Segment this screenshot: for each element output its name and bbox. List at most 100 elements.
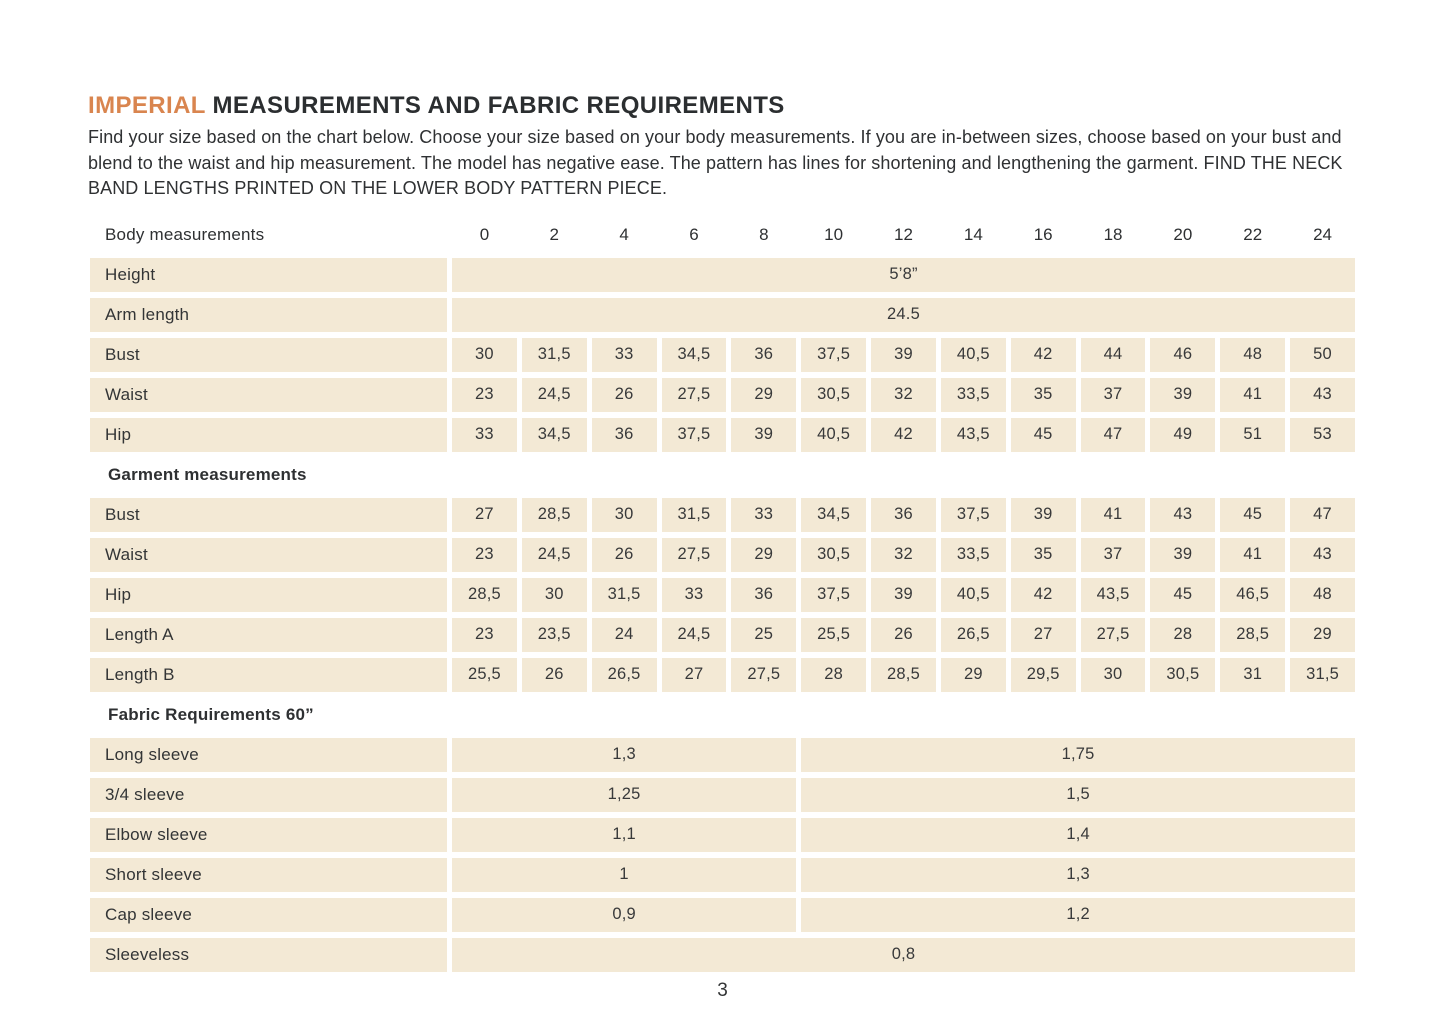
- value-cell: 26,5: [591, 657, 657, 692]
- size-column-header: 20: [1173, 224, 1193, 244]
- value-cell: 27,5: [1080, 617, 1146, 652]
- table-row: Long sleeve 1,3 1,75: [90, 737, 1355, 772]
- value-cell: 41: [1220, 377, 1286, 412]
- size-column-header: 6: [689, 224, 699, 244]
- value-cell: 28,5: [871, 657, 936, 692]
- value-cell: 32: [871, 537, 936, 572]
- size-column-header: 16: [1033, 224, 1053, 244]
- row-label: Hip: [90, 417, 447, 452]
- size-column-header: 0: [479, 224, 490, 244]
- value-cell: 46,5: [1220, 577, 1286, 612]
- value-cell-right-span: 1,75: [801, 737, 1355, 772]
- row-label: Height: [90, 257, 447, 292]
- row-label: Bust: [90, 337, 447, 372]
- value-cell: 27,5: [731, 657, 797, 692]
- value-cell: 43,5: [940, 417, 1006, 452]
- row-label: Hip: [90, 577, 447, 612]
- row-label: Cap sleeve: [90, 897, 447, 932]
- value-cell: 30,5: [801, 537, 867, 572]
- fabric-section-label: Fabric Requirements 60”: [108, 704, 314, 724]
- value-cell: 48: [1220, 337, 1286, 372]
- value-cell: 26,5: [940, 617, 1006, 652]
- value-cell: 29,5: [1010, 657, 1076, 692]
- value-cell-left-span: 1,25: [452, 777, 797, 812]
- value-cell: 40,5: [940, 337, 1006, 372]
- value-cell: 46: [1150, 337, 1216, 372]
- row-label: Length B: [90, 657, 447, 692]
- row-label: Arm length: [90, 297, 447, 332]
- value-cell: 50: [1290, 337, 1355, 372]
- size-column-header: 18: [1103, 224, 1123, 244]
- value-cell: 35: [1010, 537, 1076, 572]
- garment-section-label: Garment measurements: [108, 464, 307, 484]
- value-cell: 30: [521, 577, 587, 612]
- table-row: Waist 23 24,5 26 27,5 29 30,5 32 33,5 35 37 39 41 43: [90, 537, 1355, 572]
- value-cell-left-span: 1,1: [452, 817, 797, 852]
- row-label: Sleeveless: [90, 937, 447, 972]
- row-label: 3/4 sleeve: [90, 777, 447, 812]
- value-cell-right-span: 1,3: [801, 857, 1355, 892]
- value-cell: 39: [871, 577, 936, 612]
- value-cell: 23: [452, 377, 517, 412]
- size-column-header: 14: [963, 224, 983, 244]
- value-cell: 31,5: [1290, 657, 1355, 692]
- size-column-header: 8: [759, 224, 769, 244]
- value-cell-full-span: 0,8: [452, 937, 1355, 972]
- value-cell-left-span: 1,3: [452, 737, 797, 772]
- table-row: Arm length 24.5: [90, 297, 1355, 332]
- table-row: Length A 23 23,5 24 24,5 25 25,5 26 26,5 27 27,5 28…: [90, 617, 1355, 652]
- value-cell: 49: [1150, 417, 1216, 452]
- table-row: Sleeveless 0,8: [90, 937, 1355, 972]
- row-label: Elbow sleeve: [90, 817, 447, 852]
- value-cell: 42: [871, 417, 936, 452]
- value-cell: 23,5: [521, 617, 587, 652]
- value-cell: 48: [1290, 577, 1355, 612]
- size-column-header: 10: [824, 224, 844, 244]
- fabric-section-row: Fabric Requirements 60”: [90, 698, 1355, 732]
- value-cell: 40,5: [801, 417, 867, 452]
- value-cell: 41: [1080, 497, 1146, 532]
- value-cell: 24,5: [521, 377, 587, 412]
- value-cell-full-span: 24.5: [452, 297, 1355, 332]
- value-cell: 23: [452, 617, 517, 652]
- value-cell: 47: [1080, 417, 1146, 452]
- value-cell: 25,5: [452, 657, 517, 692]
- value-cell: 28: [801, 657, 867, 692]
- value-cell: 37,5: [661, 417, 727, 452]
- value-cell: 51: [1220, 417, 1286, 452]
- size-column-header: 4: [619, 224, 629, 244]
- value-cell: 25: [731, 617, 797, 652]
- table-row: Elbow sleeve 1,1 1,4: [90, 817, 1355, 852]
- value-cell: 29: [731, 377, 797, 412]
- value-cell: 26: [591, 537, 657, 572]
- table-row: Waist 23 24,5 26 27,5 29 30,5 32 33,5 35 37 39 41 43: [90, 377, 1355, 412]
- value-cell: 44: [1080, 337, 1146, 372]
- value-cell: 41: [1220, 537, 1286, 572]
- value-cell: 45: [1220, 497, 1286, 532]
- table-row: Short sleeve 1 1,3: [90, 857, 1355, 892]
- table-row: Cap sleeve 0,9 1,2: [90, 897, 1355, 932]
- row-label: Waist: [90, 537, 447, 572]
- value-cell: 31,5: [661, 497, 727, 532]
- body-measurements-header: Body measurements: [105, 224, 265, 244]
- value-cell: 27: [452, 497, 517, 532]
- value-cell: 26: [871, 617, 936, 652]
- value-cell: 47: [1290, 497, 1355, 532]
- value-cell: 24,5: [521, 537, 587, 572]
- value-cell: 34,5: [521, 417, 587, 452]
- value-cell: 33: [661, 577, 727, 612]
- value-cell: 45: [1150, 577, 1216, 612]
- value-cell: 28,5: [452, 577, 517, 612]
- value-cell: 40,5: [940, 577, 1006, 612]
- value-cell: 43: [1290, 377, 1355, 412]
- value-cell: 37,5: [801, 337, 867, 372]
- row-label: Short sleeve: [90, 857, 447, 892]
- value-cell: 28: [1150, 617, 1216, 652]
- value-cell: 43,5: [1080, 577, 1146, 612]
- table-row: Bust 30 31,5 33 34,5 36 37,5 39 40,5 42 44 46 48 50: [90, 337, 1355, 372]
- value-cell: 32: [871, 377, 936, 412]
- value-cell: 45: [1010, 417, 1076, 452]
- value-cell: 30: [452, 337, 517, 372]
- value-cell: 31,5: [591, 577, 657, 612]
